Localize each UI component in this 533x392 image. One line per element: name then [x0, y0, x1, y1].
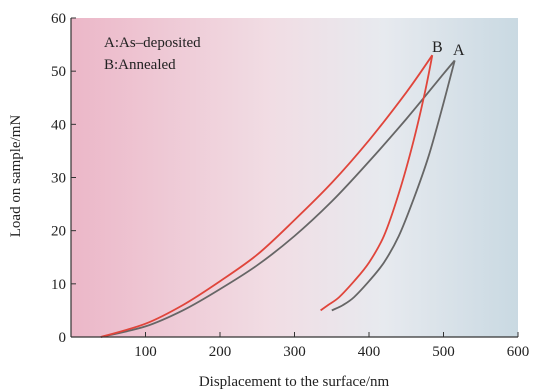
x-tick-label: 100 — [134, 344, 157, 360]
x-tick-label: 200 — [209, 344, 232, 360]
series-layer — [100, 54, 456, 338]
legend-entry-b: B:Annealed — [104, 57, 176, 73]
y-tick-label: 60 — [51, 11, 66, 27]
y-axis-title: Load on sample/mN — [8, 115, 24, 238]
series-a-loading-line — [100, 59, 456, 338]
y-tick-label: 10 — [51, 277, 66, 293]
x-axis-title: Displacement to the surface/nm — [199, 374, 390, 390]
series-b-loading-line — [100, 54, 434, 338]
x-tick-label: 300 — [283, 344, 306, 360]
legend: A:As–deposited B:Annealed — [104, 35, 201, 73]
legend-entry-a: A:As–deposited — [104, 35, 201, 51]
series-a-unloading-line — [331, 60, 456, 312]
y-tick-label: 30 — [51, 171, 66, 187]
x-tick-label: 400 — [358, 344, 381, 360]
y-tick-label: 40 — [51, 117, 66, 133]
plot-background — [71, 18, 518, 337]
series-label-a: A — [453, 42, 465, 59]
series-label-b: B — [432, 39, 443, 56]
axes-layer: 0 10 20 30 40 50 60 100 200 300 400 500 600 — [51, 11, 529, 360]
series-b-unloading-line — [320, 55, 434, 312]
y-tick-label: 50 — [51, 64, 66, 80]
y-tick-label: 20 — [51, 224, 66, 240]
y-tick-label: 0 — [59, 330, 67, 346]
x-tick-label: 500 — [432, 344, 455, 360]
x-tick-label: 600 — [507, 344, 530, 360]
